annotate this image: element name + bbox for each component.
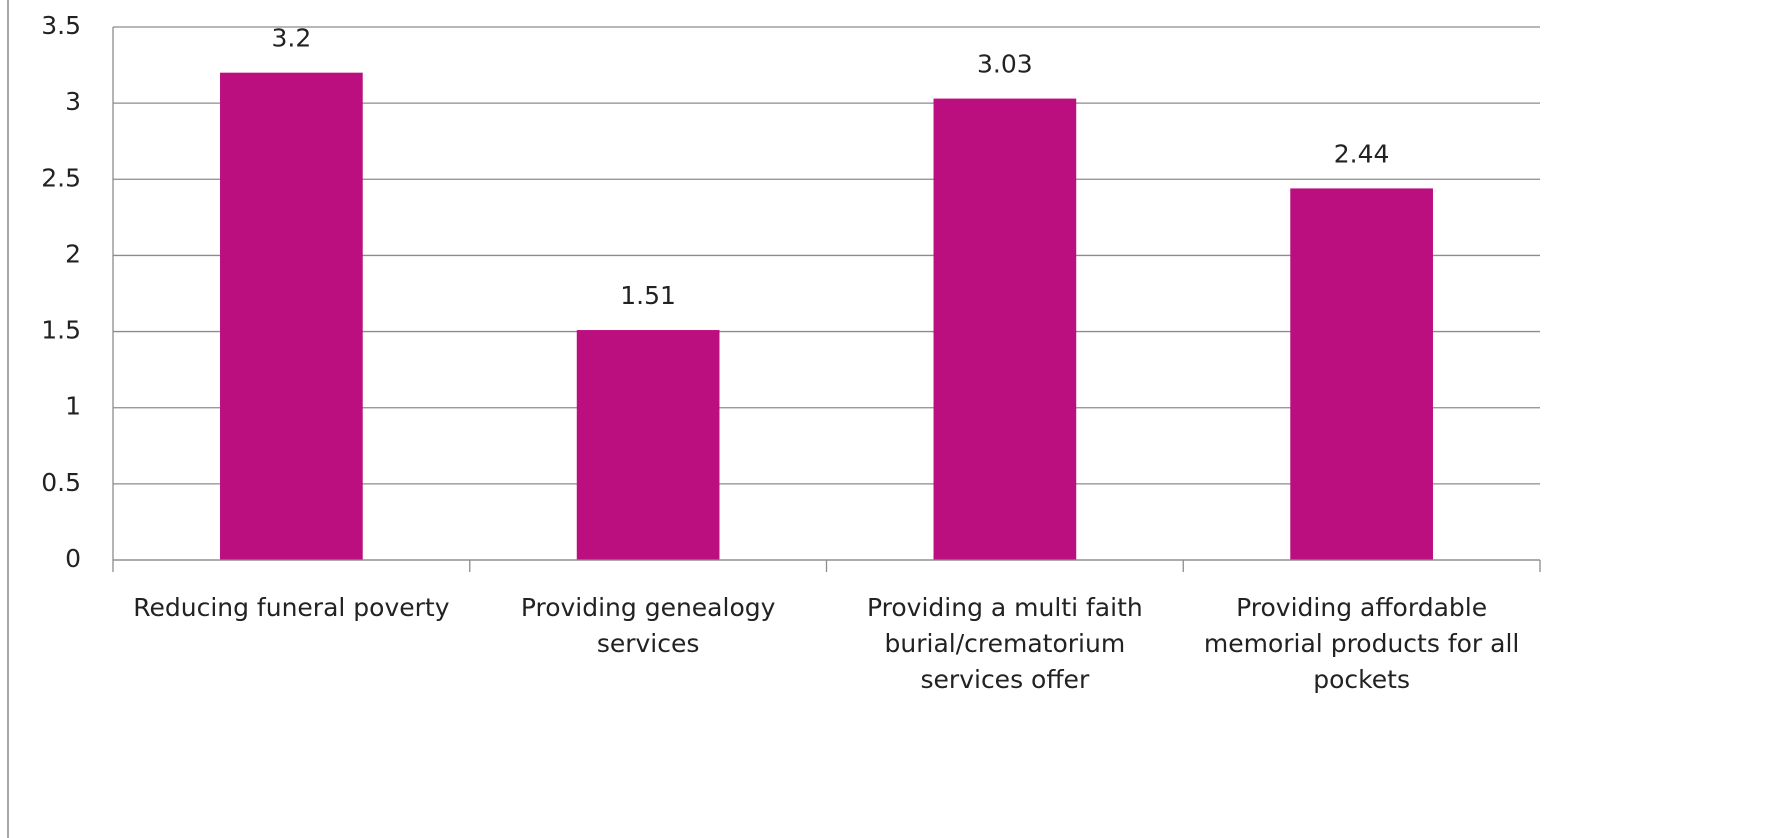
x-tick-label-box: Providing affordable memorial products f… [1203, 593, 1520, 694]
y-tick-label: 3.5 [41, 11, 81, 40]
y-tick-label: 0 [65, 544, 81, 573]
y-tick-label: 1 [65, 392, 81, 421]
y-tick-label: 0.5 [41, 468, 81, 497]
y-tick-label: 2 [65, 239, 81, 268]
x-tick-label: Providing genealogy services [520, 593, 776, 658]
bar [576, 330, 720, 560]
data-label: 3.2 [271, 24, 311, 53]
x-tick-label: Providing affordable memorial products f… [1203, 593, 1520, 694]
y-tick-label: 2.5 [41, 163, 81, 192]
y-tick-label: 1.5 [41, 316, 81, 345]
x-tick-label: Reducing funeral poverty [133, 593, 450, 622]
x-tick-label-box: Reducing funeral poverty [133, 593, 450, 622]
x-tick-label-box: Providing a multi faith burial/crematori… [867, 593, 1143, 694]
data-label: 3.03 [977, 50, 1033, 79]
x-tick-label-box: Providing genealogy services [520, 593, 776, 658]
data-label: 2.44 [1334, 139, 1390, 168]
bar [933, 98, 1077, 561]
x-tick-label: Providing a multi faith burial/crematori… [867, 593, 1143, 694]
bar [220, 72, 363, 560]
data-label: 1.51 [620, 281, 676, 310]
y-tick-label: 3 [65, 87, 81, 116]
bar [1290, 188, 1433, 560]
